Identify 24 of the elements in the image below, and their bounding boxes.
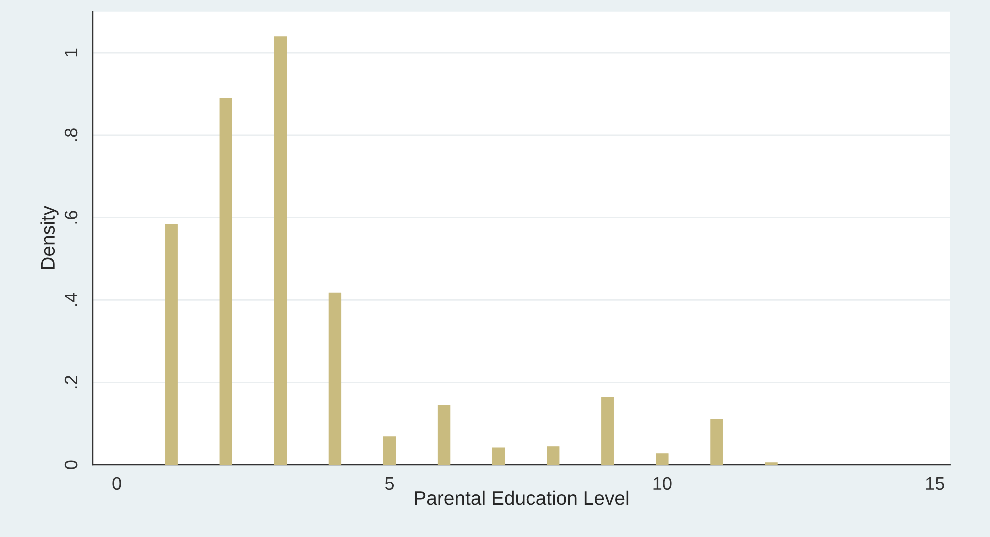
y-tick-label: .2	[64, 376, 78, 389]
bar	[492, 448, 506, 466]
x-tick-label: 0	[112, 477, 122, 490]
bar	[220, 98, 232, 466]
y-axis-title: Density	[40, 206, 59, 270]
bar	[328, 292, 342, 466]
y-tick-label: 0	[64, 460, 78, 470]
bar	[165, 224, 178, 466]
y-tick-label: .8	[64, 128, 78, 142]
x-tick-label: 15	[926, 478, 944, 490]
y-tick-label: .6	[64, 211, 78, 224]
x-axis-title: Parental Education Level	[415, 490, 629, 506]
bar	[710, 419, 724, 466]
bar	[274, 36, 288, 466]
y-tick-label: .4	[65, 293, 78, 306]
bar	[383, 436, 396, 466]
bar	[765, 462, 778, 466]
bar	[438, 405, 451, 466]
x-tick-label: 5	[385, 478, 394, 490]
y-tick-label: 1	[65, 48, 78, 57]
bar	[656, 454, 669, 466]
bar	[547, 446, 560, 466]
bar	[602, 398, 614, 466]
x-tick-label: 10	[654, 477, 672, 490]
